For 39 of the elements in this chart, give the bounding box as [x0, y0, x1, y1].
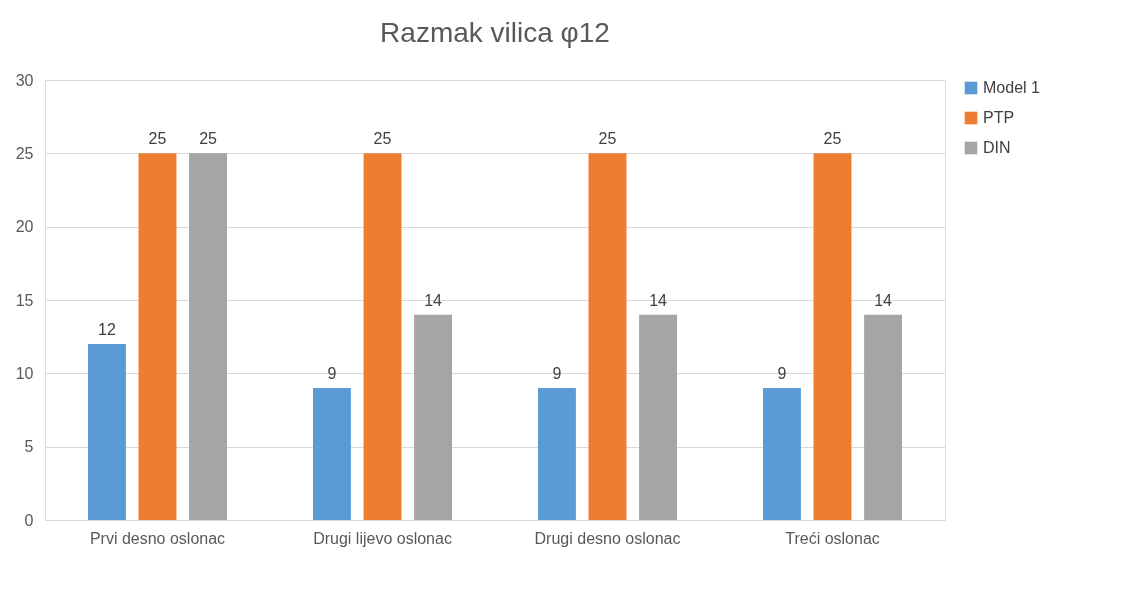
data-label: 25: [598, 130, 617, 148]
legend-label: PTP: [983, 109, 1015, 126]
bar: [864, 314, 903, 520]
legend-label: DIN: [983, 139, 1011, 156]
y-tick-label: 30: [15, 71, 34, 89]
bar: [138, 153, 177, 520]
y-tick-label: 25: [15, 144, 34, 162]
x-tick-label: Treći oslonac: [785, 529, 880, 547]
x-tick-label: Drugi lijevo oslonac: [313, 529, 452, 547]
x-tick-label: Drugi desno oslonac: [534, 529, 681, 547]
data-label: 14: [874, 291, 893, 309]
data-label: 9: [327, 365, 337, 382]
bar: [588, 153, 627, 520]
bar: [363, 153, 402, 520]
chart-title: Razmak vilica φ12: [380, 17, 610, 48]
data-label: 12: [98, 321, 116, 338]
data-label: 25: [199, 130, 218, 148]
data-label: 25: [148, 130, 167, 148]
y-tick-label: 10: [15, 364, 34, 382]
bar: [762, 388, 801, 520]
y-tick-label: 5: [24, 438, 34, 456]
bar: [639, 314, 678, 520]
bar: [813, 153, 852, 520]
data-label: 9: [552, 365, 562, 382]
bar: [414, 314, 453, 520]
y-tick-label: 0: [24, 511, 34, 529]
data-label: 14: [649, 291, 668, 309]
data-label: 14: [424, 291, 443, 309]
y-tick-label: 15: [15, 291, 34, 309]
bar: [87, 344, 126, 520]
y-tick-label: 20: [15, 218, 34, 236]
data-label: 25: [823, 130, 842, 148]
x-tick-label: Prvi desno oslonac: [89, 529, 226, 547]
bar: [537, 388, 576, 520]
data-label: 25: [373, 130, 392, 148]
data-label: 9: [777, 365, 787, 382]
legend-label: Model 1: [983, 79, 1041, 96]
bar: [312, 388, 351, 520]
bar: [189, 153, 228, 520]
